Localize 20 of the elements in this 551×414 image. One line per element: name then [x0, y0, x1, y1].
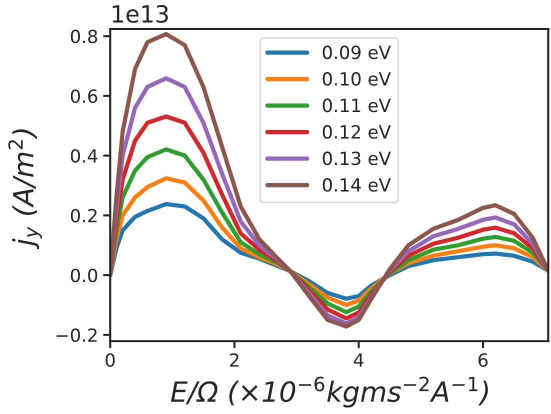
line-series [110, 32, 548, 329]
legend-label: 0.14 eV [322, 178, 391, 192]
text: 1e13 [112, 4, 168, 23]
x-tick-label: 0 [106, 353, 115, 367]
y-tick-label: −0.2 [56, 328, 97, 342]
y-tick-label: 0.8 [70, 30, 98, 44]
legend-label: 0.10 eV [322, 72, 391, 86]
y-axis-title: j$_{y}$ (A/m$^{2}$) [8, 129, 42, 250]
y-tick-label: 0.0 [70, 268, 98, 282]
legend-label: 0.09 eV [322, 46, 391, 60]
legend-label: 0.13 eV [322, 152, 391, 166]
y-tick-label: 0.6 [70, 89, 98, 104]
y-tick-label: 0.4 [70, 149, 98, 163]
y-tick-label: 0.2 [70, 208, 97, 222]
x-tick-label: 2 [230, 353, 238, 367]
legend-label: 0.12 eV [322, 125, 391, 139]
x-tick-label: 4 [354, 353, 364, 367]
x-tick-label: 6 [478, 353, 488, 367]
legend-label: 0.11 eV [322, 98, 391, 112]
x-axis-title: E/Ω (×10$^{−6}$kgms$^{−2}$A$^{−1}$) [170, 376, 488, 408]
